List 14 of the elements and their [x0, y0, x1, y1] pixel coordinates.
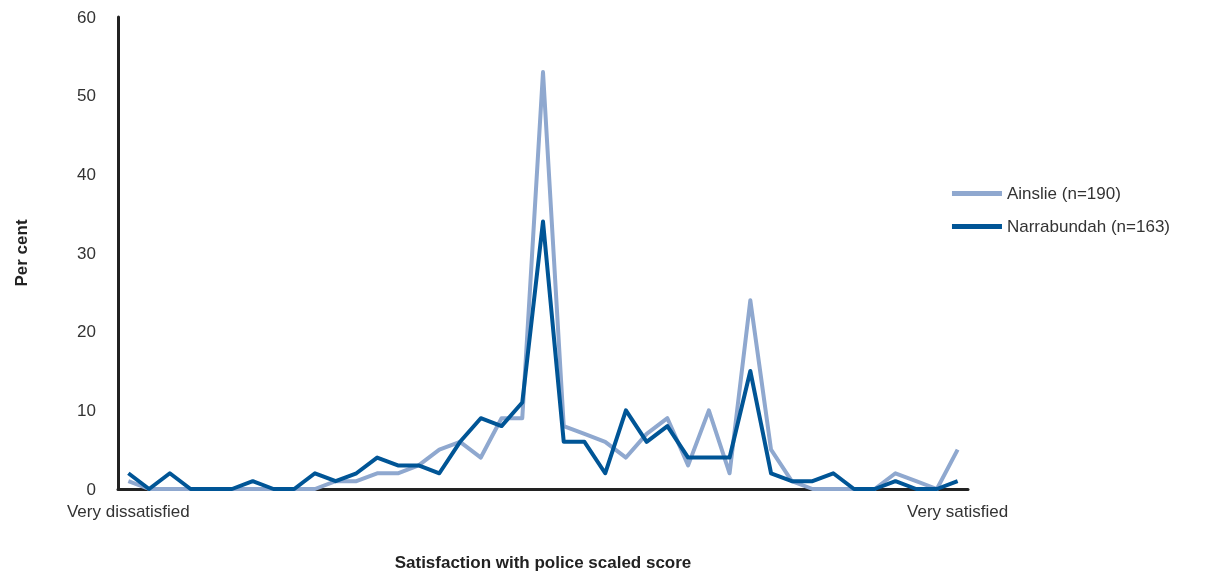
legend-label: Narrabundah (n=163)	[1006, 217, 1170, 236]
y-tick-label: 60	[77, 7, 96, 27]
x-tick-label: Very satisfied	[907, 502, 1009, 521]
y-tick-label: 20	[77, 322, 96, 342]
y-axis-title: Per cent	[12, 219, 31, 287]
y-tick-label: 30	[77, 243, 96, 263]
line-series	[126, 219, 960, 491]
y-tick-label: 0	[86, 479, 96, 499]
x-tick-label: Very dissatisfied	[66, 502, 190, 521]
x-axis-title: Satisfaction with police scaled score	[394, 553, 692, 572]
y-tick-label: 10	[77, 400, 96, 420]
y-tick-label: 40	[77, 164, 96, 184]
legend-label: Ainslie (n=190)	[1006, 184, 1121, 203]
y-tick-label: 50	[77, 86, 96, 106]
